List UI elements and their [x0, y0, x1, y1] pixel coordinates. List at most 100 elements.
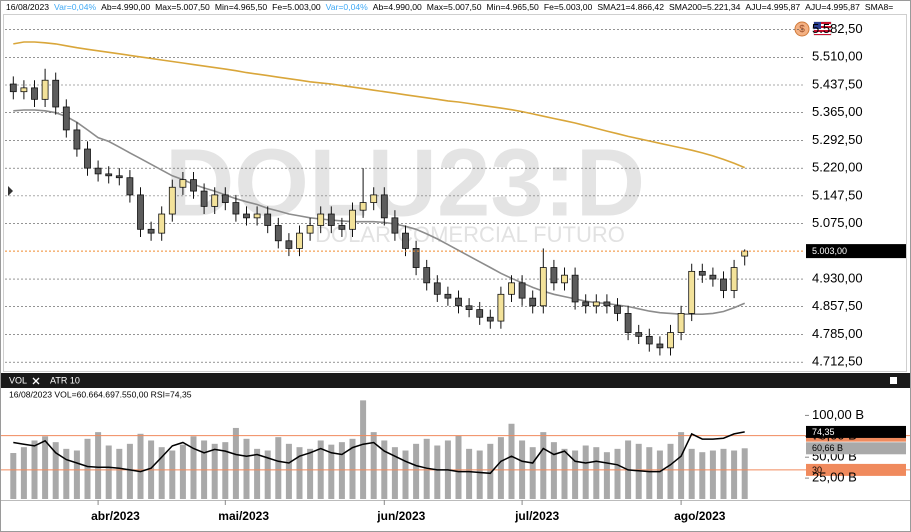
- volume-bar: [285, 443, 292, 499]
- flag-stripe: [814, 34, 831, 35]
- volume-bar: [614, 448, 621, 499]
- x-tick-label: jul/2023: [514, 509, 559, 523]
- last-price-label: 5.003,00: [812, 246, 847, 256]
- candle-body: [94, 167, 102, 175]
- quote-field: Fe=5.003,00: [543, 2, 593, 12]
- candle-body: [444, 293, 452, 299]
- candle-body: [41, 79, 49, 100]
- volume-bar: [126, 443, 133, 499]
- quote-field: Ab=4.990,00: [372, 2, 422, 12]
- last-price-tag: [806, 244, 906, 259]
- candle-body: [402, 232, 409, 249]
- quote-header: 16/08/2023 Var=0,04% Ab=4.990,00 Max=5.007,…: [6, 2, 906, 13]
- volume-bar: [328, 444, 335, 499]
- volume-bar: [158, 447, 165, 499]
- flag-stripe: [814, 30, 831, 32]
- y-tick-label: 5.147,50: [812, 187, 863, 202]
- quote-field: Var=0,04%: [54, 2, 97, 12]
- volume-bar: [656, 450, 663, 499]
- volume-bar: [169, 450, 176, 499]
- y-tick-label: 25,00 B: [812, 470, 857, 485]
- candle-body: [52, 79, 60, 108]
- flag-stripe: [814, 26, 831, 28]
- volume-bar: [370, 432, 377, 499]
- candle-body: [720, 278, 727, 291]
- volume-bar: [211, 443, 218, 499]
- indicator-info: 16/08/2023 VOL=60.664.697.550,00 RSI=74,…: [9, 389, 192, 399]
- y-tick-label: 5.220,00: [812, 160, 863, 175]
- quote-field: Max=5.007,50: [426, 2, 482, 12]
- candle-body: [741, 250, 749, 257]
- candle-body: [211, 194, 219, 207]
- candle-body: [370, 194, 378, 203]
- quote-field: Max=5.007,50: [155, 2, 210, 12]
- candle-body: [698, 270, 706, 276]
- maximize-icon[interactable]: [890, 377, 897, 384]
- volume-bar: [678, 432, 685, 499]
- candle-body: [264, 213, 272, 226]
- candle-body: [592, 301, 600, 307]
- close-tab[interactable]: [32, 377, 40, 385]
- volume-bar: [10, 453, 17, 499]
- last-value-label: 74,35: [812, 427, 835, 437]
- last-value-label: 60,66 B: [812, 443, 843, 453]
- y-tick-label: 5.582,50: [812, 21, 863, 36]
- x-tick-label: ago/2023: [674, 509, 726, 523]
- volume-bar: [413, 443, 420, 499]
- tab-vol[interactable]: VOL: [9, 375, 27, 385]
- volume-bar: [137, 433, 144, 499]
- candle-body: [306, 225, 314, 234]
- candle-body: [274, 225, 282, 242]
- candle-body: [380, 194, 388, 219]
- candle-body: [486, 316, 494, 322]
- volume-bar: [360, 400, 367, 499]
- volume-bar: [116, 448, 123, 499]
- candle-body: [582, 301, 590, 307]
- volume-bar: [402, 450, 409, 499]
- volume-bar: [550, 442, 557, 499]
- y-tick-label: 100,00 B: [812, 407, 864, 422]
- volume-bar: [349, 438, 356, 499]
- volume-bar: [42, 436, 49, 499]
- candle-body: [614, 305, 621, 314]
- close-icon: [32, 377, 40, 385]
- volume-bar: [466, 448, 473, 499]
- candle-body: [327, 213, 335, 226]
- candle-body: [243, 213, 250, 219]
- y-tick-label: 5.075,00: [812, 215, 863, 230]
- rsi-level-label: 30: [812, 465, 822, 475]
- candle-body: [338, 225, 346, 230]
- candle-body: [179, 179, 187, 188]
- candle-body: [539, 267, 547, 307]
- volume-bar: [731, 450, 738, 499]
- candle-body: [115, 175, 123, 179]
- volume-bar: [73, 450, 80, 499]
- quote-field: AJU=4.995,87: [745, 2, 801, 12]
- volume-bar: [508, 423, 515, 499]
- candle-body: [168, 186, 176, 215]
- volume-bar: [296, 447, 303, 499]
- candle-body: [455, 297, 462, 307]
- candle-body: [126, 177, 134, 196]
- quote-field: Min=4.965,50: [214, 2, 268, 12]
- candle-body: [62, 106, 70, 131]
- volume-bar: [264, 450, 271, 499]
- y-tick-label: 5.510,00: [812, 49, 863, 64]
- volume-bar: [741, 448, 748, 499]
- candle-body: [730, 267, 738, 291]
- candle-body: [508, 282, 515, 295]
- candle-body: [200, 190, 208, 207]
- candle-body: [253, 213, 261, 219]
- volume-bar: [338, 442, 345, 499]
- candle-body: [105, 173, 113, 177]
- tab-atr[interactable]: ATR 10: [50, 375, 80, 385]
- volume-bar: [179, 444, 186, 499]
- y-tick-label: 4.857,50: [812, 298, 863, 313]
- volume-bar: [699, 452, 706, 499]
- flag-stripe: [814, 22, 831, 24]
- expand-arrow[interactable]: [8, 186, 13, 196]
- volume-bar: [434, 445, 441, 499]
- candle-body: [221, 194, 229, 203]
- volume-bar: [561, 448, 568, 499]
